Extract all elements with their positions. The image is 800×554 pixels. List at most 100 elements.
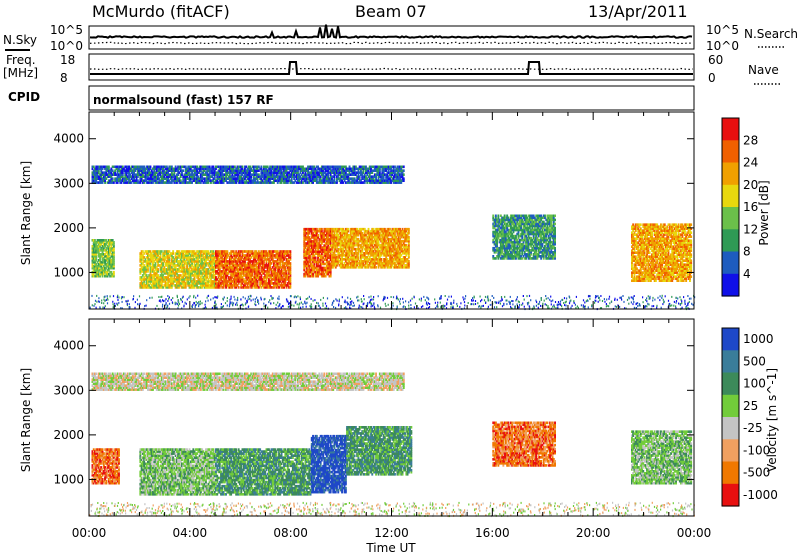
data-cell <box>176 256 178 259</box>
data-cell <box>184 282 187 285</box>
data-cell <box>257 270 260 273</box>
data-cell <box>140 278 143 281</box>
data-cell <box>105 263 108 266</box>
data-cell <box>143 266 146 269</box>
data-cell <box>275 272 278 275</box>
data-cell <box>289 266 292 269</box>
data-cell <box>285 284 288 287</box>
data-cell <box>217 252 220 255</box>
data-cell <box>191 280 193 283</box>
data-cell <box>347 227 350 231</box>
data-cell <box>221 270 224 273</box>
data-cell <box>92 255 95 258</box>
data-cell <box>217 272 220 275</box>
data-cell <box>169 280 172 283</box>
data-cell <box>285 286 288 289</box>
data-cell <box>107 165 110 169</box>
data-cell <box>101 239 104 242</box>
data-cell <box>261 264 264 267</box>
data-cell <box>211 268 214 271</box>
data-cell <box>280 254 283 257</box>
data-cell <box>270 258 273 261</box>
data-cell <box>314 250 317 253</box>
data-cell <box>312 244 314 247</box>
data-cell <box>276 274 279 277</box>
data-cell <box>284 280 287 283</box>
data-cell <box>176 270 178 273</box>
data-cell <box>231 266 234 269</box>
data-cell <box>186 264 188 267</box>
data-cell <box>192 274 195 277</box>
data-cell <box>163 270 166 273</box>
data-cell <box>308 252 311 255</box>
data-cell <box>265 254 268 257</box>
data-cell <box>153 274 156 277</box>
data-cell <box>251 272 254 275</box>
data-cell <box>147 278 149 281</box>
data-cell <box>188 262 191 265</box>
data-cell <box>215 278 217 281</box>
data-cell <box>174 270 177 273</box>
data-cell <box>105 243 108 246</box>
data-cell <box>107 239 110 242</box>
data-cell <box>101 259 104 262</box>
data-cell <box>304 236 307 239</box>
data-cell <box>309 254 312 257</box>
data-cell <box>318 272 321 276</box>
data-cell <box>247 274 250 277</box>
data-cell <box>309 264 312 268</box>
data-cell <box>191 252 193 255</box>
data-cell <box>110 261 113 264</box>
data-cell <box>230 278 233 281</box>
data-cell <box>100 247 103 250</box>
data-cell <box>249 284 251 287</box>
data-cell <box>239 274 241 277</box>
data-cell <box>202 268 205 271</box>
data-cell <box>262 280 265 283</box>
data-cell <box>191 258 193 261</box>
data-cell <box>102 257 105 260</box>
data-cell <box>304 272 307 276</box>
data-cell <box>163 266 166 269</box>
data-cell <box>140 286 143 289</box>
data-cell <box>228 268 231 271</box>
data-cell <box>192 286 195 289</box>
data-cell <box>179 266 182 269</box>
data-cell <box>262 254 265 257</box>
date-title: 13/Apr/2011 <box>588 2 688 21</box>
data-cell <box>177 260 180 263</box>
data-cell <box>230 286 233 289</box>
data-cell <box>203 272 206 275</box>
data-cell <box>221 256 224 259</box>
data-cell <box>226 250 229 253</box>
data-cell <box>105 274 108 278</box>
data-cell <box>186 282 188 285</box>
data-cell <box>317 260 319 264</box>
data-cell <box>210 268 212 271</box>
data-cell <box>252 254 255 257</box>
data-cell <box>228 276 231 279</box>
data-cell <box>244 268 246 271</box>
data-cell <box>278 268 280 271</box>
data-cell <box>241 260 244 263</box>
data-cell <box>310 234 313 237</box>
data-cell <box>269 252 272 255</box>
data-cell <box>202 282 205 285</box>
data-cell <box>375 266 377 269</box>
data-cell <box>283 264 285 267</box>
data-cell <box>271 286 274 289</box>
data-cell <box>305 236 308 239</box>
data-cell <box>241 252 244 255</box>
data-cell <box>265 274 268 277</box>
data-cell <box>154 284 157 287</box>
data-cell <box>283 280 285 283</box>
data-cell <box>101 245 104 248</box>
data-cell <box>262 252 265 255</box>
data-cell <box>206 274 209 277</box>
data-cell <box>221 250 224 253</box>
data-cell <box>187 274 190 277</box>
data-cell <box>252 256 255 259</box>
data-cell <box>222 260 225 263</box>
data-cell <box>208 252 211 255</box>
data-cell <box>310 252 313 255</box>
